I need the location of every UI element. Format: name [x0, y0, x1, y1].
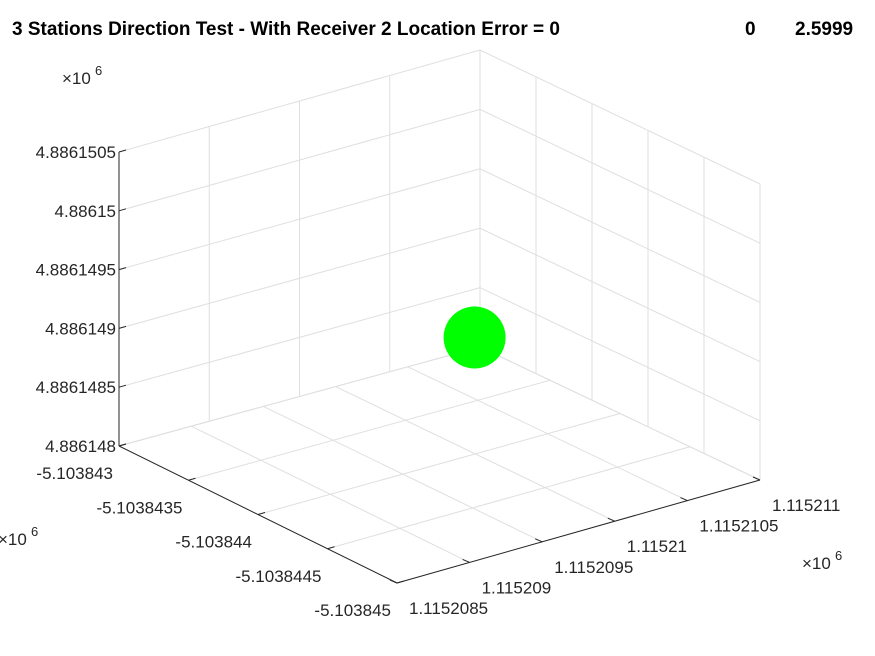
exponent-base: ×10 [62, 69, 91, 88]
y-tick [257, 512, 266, 515]
x-tick-label: 1.115211 [772, 496, 840, 515]
y-tick-label: -5.103845 [314, 601, 391, 620]
exponent-base: ×10 [0, 530, 27, 549]
z-tick [118, 149, 127, 153]
x-tick-label: 1.1152095 [554, 558, 633, 577]
x-axis-line [396, 479, 761, 584]
y-tick [118, 443, 127, 447]
gridline-y-floor [257, 413, 621, 515]
exponent-power: 6 [31, 524, 38, 539]
gridline-z [118, 168, 761, 303]
x-tick-label: 1.1152105 [699, 517, 778, 536]
z-tick [118, 208, 127, 212]
gridline-y-floor [118, 346, 481, 447]
x-tick [535, 538, 543, 543]
x-tick [607, 517, 615, 522]
gridline-z [118, 287, 761, 422]
tick-labels: 4.886148 4.8861485 4.886149 4.8861495 4.8861… [36, 143, 841, 620]
z-tick [118, 267, 127, 271]
y-exponent-label: ×10 6 [0, 524, 38, 549]
x-tick [680, 497, 688, 502]
x-tick [752, 476, 761, 481]
z-tick [118, 325, 127, 329]
exponent-base: ×10 [802, 554, 831, 573]
gridline-z [118, 227, 761, 363]
gridline-z [118, 49, 761, 185]
gridline-y-floor [188, 379, 551, 481]
z-tick-label: 4.8861505 [36, 143, 116, 162]
y-tick-label: -5.1038435 [96, 498, 182, 517]
x-tick-label: 1.1152085 [409, 599, 488, 618]
x-exponent-label: ×10 6 [802, 548, 842, 573]
y-tick-label: -5.103844 [175, 533, 252, 552]
y-tick-label: -5.103843 [36, 464, 113, 483]
z-tick-label: 4.886149 [45, 319, 116, 338]
z-tick [118, 384, 127, 388]
exponent-labels: ×10 6 ×10 6 ×10 6 [0, 63, 842, 573]
axis-lines [118, 152, 761, 584]
chart-title-value-1: 0 [745, 19, 756, 40]
z-tick-label: 4.8861485 [36, 378, 116, 397]
exponent-power: 6 [95, 63, 102, 78]
z-tick-label: 4.886148 [45, 437, 116, 456]
y-tick [396, 580, 405, 584]
z-exponent-label: ×10 6 [62, 63, 102, 88]
gridline-y-floor [327, 446, 691, 550]
x-tick [462, 558, 470, 563]
gridline-z [118, 108, 761, 244]
z-tick-label: 4.8861495 [36, 261, 116, 280]
back-wall-gridlines [118, 49, 761, 481]
z-tick-label: 4.88615 [55, 202, 116, 221]
x-tick-label: 1.115209 [482, 578, 552, 597]
chart-title-value-2: 2.5999 [795, 19, 854, 40]
chart-title: 3 Stations Direction Test - With Receive… [12, 19, 560, 40]
exponent-power: 6 [835, 548, 842, 563]
x-tick [389, 579, 398, 584]
x-tick-label: 1.11521 [627, 537, 687, 556]
y-tick [327, 546, 335, 550]
y-tick [188, 477, 196, 481]
gridline-z [118, 346, 761, 481]
y-tick-label: -5.1038445 [235, 567, 321, 586]
data-points [443, 306, 506, 369]
data-point-marker [443, 306, 506, 369]
tick-marks [118, 149, 761, 584]
